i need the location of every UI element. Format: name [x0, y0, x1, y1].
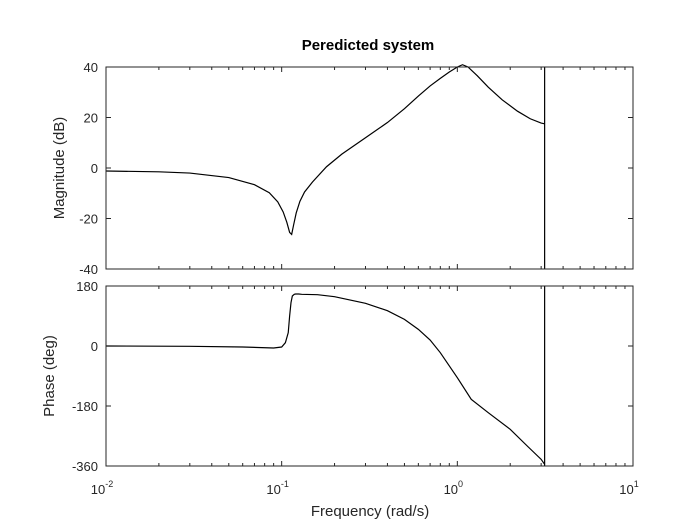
- phase-y-tick-label: 0: [91, 339, 98, 354]
- x-tick-labels: 10-2 10-1 100 101: [91, 479, 639, 497]
- x-tick-label: 101: [619, 479, 638, 497]
- magnitude-y-tick-label: -40: [79, 262, 98, 277]
- x-tick-label: 10-1: [266, 479, 288, 497]
- phase-y-tick-labels: -360 -180 0 180: [72, 279, 98, 474]
- magnitude-y-tick-label: 20: [84, 111, 98, 126]
- phase-y-tick-label: 180: [76, 279, 98, 294]
- phase-subplot: -360 -180 0 180 Phase (deg): [41, 279, 634, 474]
- phase-y-tick-label: -360: [72, 459, 98, 474]
- phase-ylabel: Phase (deg): [41, 335, 58, 417]
- magnitude-y-tick-label: 0: [91, 161, 98, 176]
- phase-axes-box: [105, 285, 634, 467]
- x-tick-label: 10-2: [91, 479, 113, 497]
- magnitude-ylabel: Magnitude (dB): [51, 117, 68, 220]
- phase-y-tick-label: -180: [72, 399, 98, 414]
- magnitude-subplot: -40 -20 0 20 40 Magnitude (dB): [51, 60, 634, 277]
- magnitude-axes-box: [105, 66, 634, 270]
- magnitude-series-line: [105, 64, 545, 236]
- phase-series-line: [105, 293, 546, 465]
- x-axis-label: Frequency (rad/s): [311, 503, 429, 520]
- magnitude-y-tick-labels: -40 -20 0 20 40: [79, 60, 98, 277]
- magnitude-y-tick-label: 40: [84, 60, 98, 75]
- x-tick-label: 100: [444, 479, 463, 497]
- magnitude-y-tick-label: -20: [79, 212, 98, 227]
- chart-title: Peredicted system: [302, 37, 435, 54]
- magnitude-plot-area: [106, 67, 633, 269]
- phase-plot-area: [106, 286, 633, 466]
